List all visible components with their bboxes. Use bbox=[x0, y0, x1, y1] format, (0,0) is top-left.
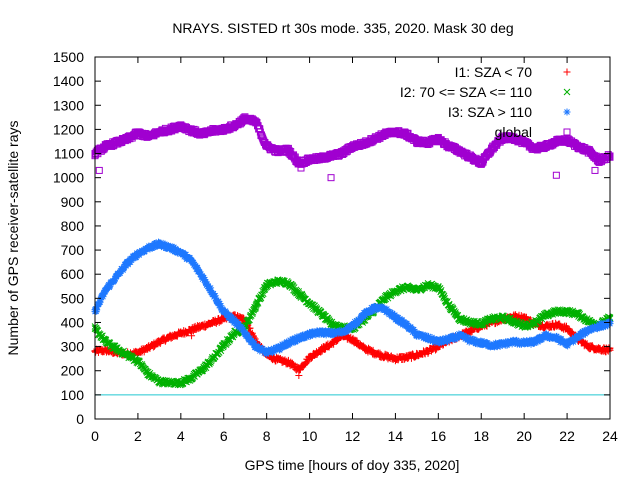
y-tick-label: 100 bbox=[61, 387, 85, 403]
y-tick-label: 1500 bbox=[53, 49, 84, 65]
x-tick-label: 2 bbox=[134, 428, 142, 444]
y-tick-label: 700 bbox=[61, 242, 85, 258]
x-tick-label: 20 bbox=[516, 428, 532, 444]
x-tick-label: 22 bbox=[559, 428, 575, 444]
y-tick-label: 1100 bbox=[54, 146, 84, 162]
x-tick-label: 8 bbox=[263, 428, 271, 444]
y-tick-label: 900 bbox=[61, 194, 85, 210]
chart: NRAYS. SISTED rt 30s mode. 335, 2020. Ma… bbox=[0, 0, 640, 480]
legend-marker bbox=[564, 109, 571, 116]
x-tick-label: 4 bbox=[177, 428, 185, 444]
chart-title: NRAYS. SISTED rt 30s mode. 335, 2020. Ma… bbox=[172, 20, 513, 36]
x-tick-label: 16 bbox=[431, 428, 447, 444]
y-tick-label: 1400 bbox=[53, 73, 84, 89]
x-tick-label: 6 bbox=[220, 428, 228, 444]
x-tick-label: 14 bbox=[388, 428, 404, 444]
x-tick-label: 12 bbox=[345, 428, 361, 444]
y-tick-label: 800 bbox=[61, 218, 85, 234]
y-tick-label: 500 bbox=[61, 290, 85, 306]
chart-background bbox=[0, 0, 640, 480]
legend-label: global bbox=[495, 124, 532, 140]
y-axis-label: Number of GPS receiver-satellite rays bbox=[5, 121, 21, 356]
y-tick-label: 300 bbox=[61, 339, 85, 355]
x-axis-label: GPS time [hours of doy 335, 2020] bbox=[245, 457, 460, 473]
y-tick-label: 200 bbox=[61, 363, 85, 379]
x-tick-label: 0 bbox=[91, 428, 99, 444]
y-tick-label: 0 bbox=[76, 411, 84, 427]
y-tick-label: 400 bbox=[61, 314, 85, 330]
legend-label: I3: SZA > 110 bbox=[448, 104, 532, 120]
x-tick-label: 24 bbox=[602, 428, 618, 444]
y-tick-label: 1300 bbox=[53, 97, 84, 113]
legend-label: I2: 70 <= SZA <= 110 bbox=[400, 84, 532, 100]
legend-label: I1: SZA < 70 bbox=[455, 64, 533, 80]
y-tick-label: 1200 bbox=[53, 121, 84, 137]
y-tick-label: 1000 bbox=[53, 170, 84, 186]
x-tick-label: 10 bbox=[302, 428, 318, 444]
y-tick-label: 600 bbox=[61, 266, 85, 282]
x-tick-label: 18 bbox=[473, 428, 489, 444]
